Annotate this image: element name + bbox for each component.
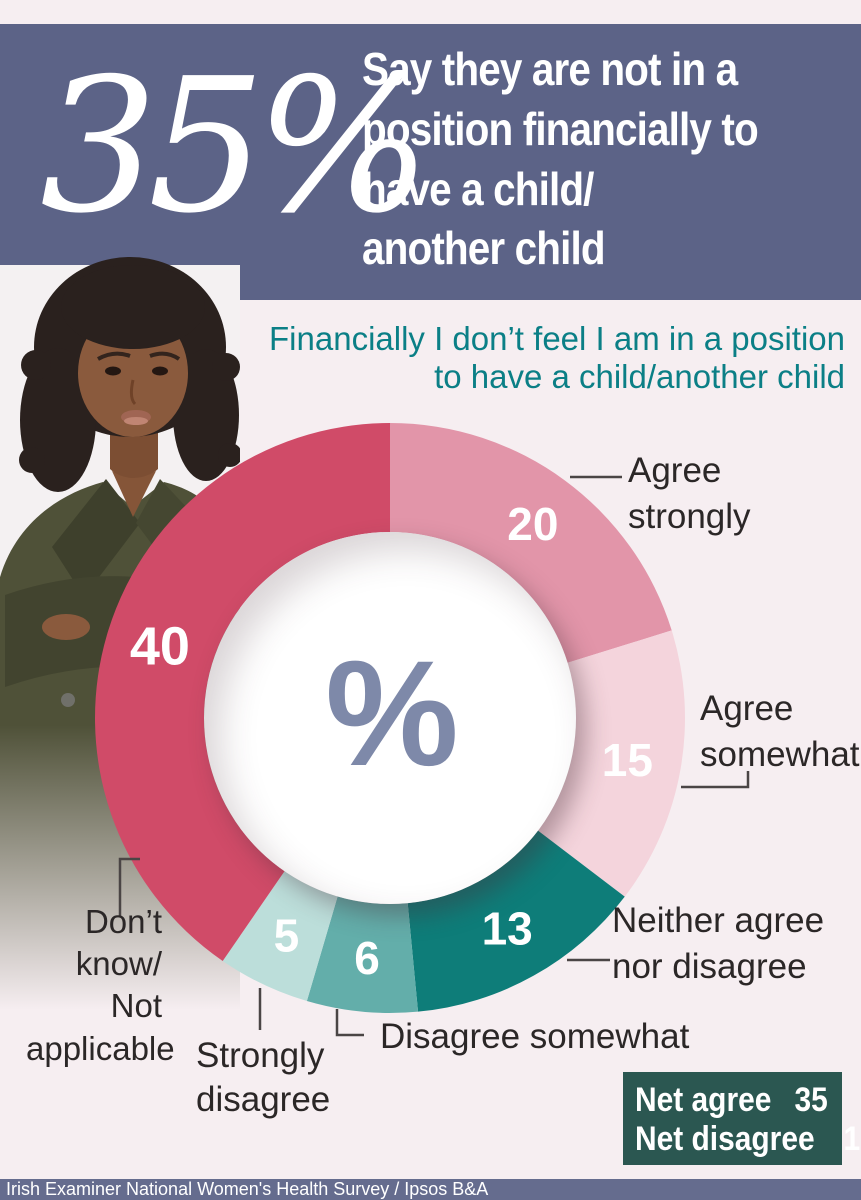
- header-banner: 35% Say they are not in a position finan…: [0, 24, 861, 300]
- leader-line-disagree-somewhat: [335, 1009, 364, 1037]
- percent-symbol: %: [325, 628, 458, 797]
- segment-label-strongly-disagree: Strongly disagree: [196, 1036, 331, 1120]
- segment-value-agree-strongly: 20: [507, 498, 558, 550]
- net-agree-row: Net agree 35: [635, 1081, 828, 1120]
- net-agree-value: 35: [794, 1081, 828, 1119]
- headline-text: Say they are not in a position financial…: [362, 43, 759, 275]
- segment-label-neither-agree-nor-disagree: Neither agree nor disagree: [612, 901, 825, 986]
- donut-center: %: [204, 532, 576, 904]
- source-bar: Irish Examiner National Women's Health S…: [0, 1179, 861, 1200]
- segment-label-agree-somewhat: Agree somewhat: [700, 689, 860, 774]
- headline-stat: 35%: [40, 38, 431, 254]
- segment-value-disagree-somewhat: 6: [354, 932, 380, 984]
- segment-label-agree-strongly: Agree strongly: [628, 451, 751, 536]
- donut-segment-disagree-somewhat: [306, 896, 419, 1014]
- net-disagree-label: Net disagree: [635, 1120, 815, 1158]
- chart-title: Financially I don’t feel I am in a posit…: [269, 320, 845, 395]
- segment-value-strongly-disagree: 5: [274, 910, 300, 962]
- segment-value-agree-somewhat: 15: [602, 734, 653, 786]
- net-disagree-row: Net disagree 12: [635, 1120, 861, 1159]
- segment-label-disagree-somewhat: Disagree somewhat: [380, 1017, 690, 1056]
- segment-label-dont-know-not-applicable: Don’t know/ Not applicable: [26, 903, 175, 1067]
- net-agree-label: Net agree: [635, 1081, 772, 1119]
- segment-value-neither-agree-nor-disagree: 13: [482, 903, 533, 955]
- net-disagree-value: 12: [843, 1120, 861, 1158]
- net-summary-box: Net agree 35 Net disagree 12: [623, 1072, 861, 1165]
